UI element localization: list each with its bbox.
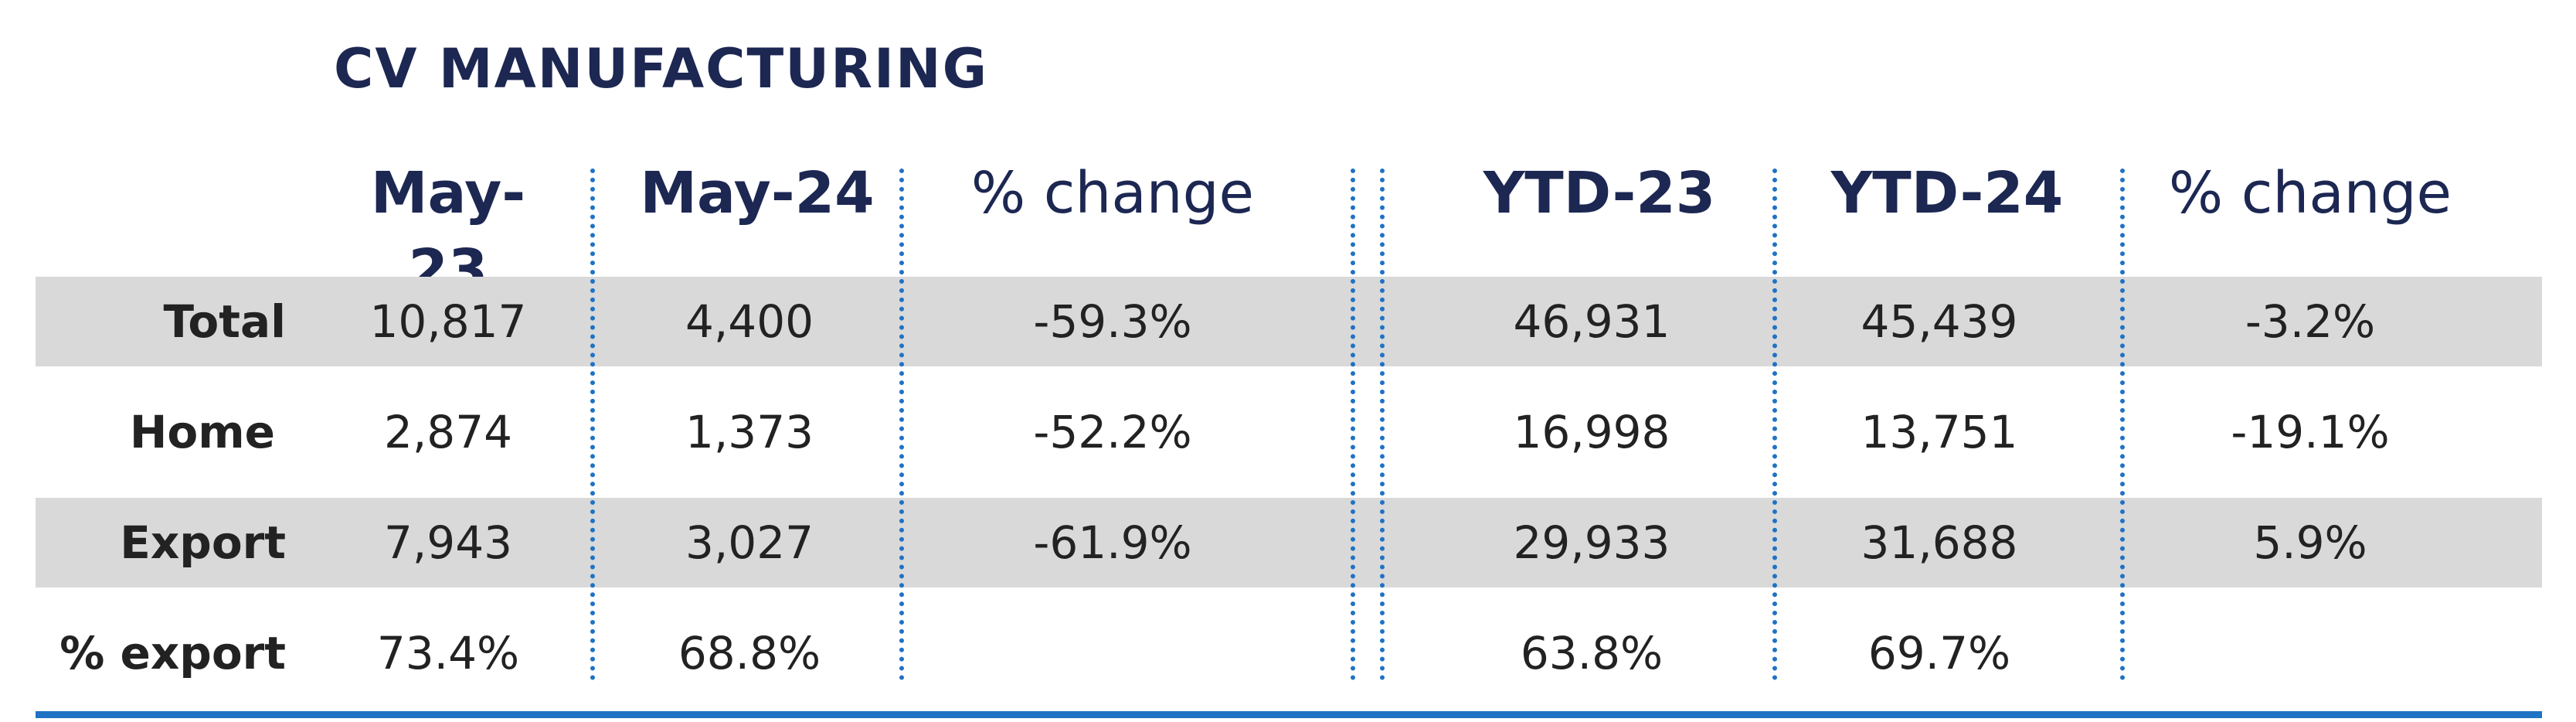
row-label: % export — [59, 627, 286, 679]
header-ytd-24: YTD-24 — [1830, 160, 2064, 226]
table-cell: 4,400 — [685, 295, 814, 348]
table-cell: 29,933 — [1513, 516, 1670, 569]
table-cell — [935, 608, 1290, 698]
table-cell: 7,943 — [383, 516, 513, 569]
table-cell: 10,817 — [369, 295, 527, 348]
table-cell: 16,998 — [1513, 406, 1670, 458]
table-cell: 2,874 — [383, 406, 513, 458]
table-cell: 5.9% — [2253, 516, 2367, 569]
table-cell: 46,931 — [1513, 295, 1670, 348]
table-cell: 13,751 — [1861, 406, 2018, 458]
table-cell: -3.2% — [2245, 295, 2376, 348]
column-separator — [590, 169, 595, 680]
table-cell: 45,439 — [1861, 295, 2018, 348]
table-cell: -59.3% — [1033, 295, 1192, 348]
table-cell: 73.4% — [376, 627, 520, 679]
header-may-23: May-23 — [370, 160, 526, 304]
table-cell: 69.7% — [1867, 627, 2011, 679]
table-cell: -52.2% — [1033, 406, 1192, 458]
table-title: CV MANUFACTURING — [334, 37, 989, 100]
column-separator — [899, 169, 904, 680]
header-may-24: May-24 — [640, 160, 875, 226]
header-pct-change-ytd: % change — [2168, 160, 2452, 226]
table-cell: 3,027 — [685, 516, 814, 569]
table-cell: 1,373 — [685, 406, 814, 458]
column-separator — [1772, 169, 1777, 680]
table-cell: 68.8% — [678, 627, 821, 679]
table-cell: -19.1% — [2231, 406, 2390, 458]
header-pct-change-month: % change — [970, 160, 1255, 226]
column-separator — [2120, 169, 2125, 680]
table-cell — [2133, 608, 2488, 698]
table-cell: -61.9% — [1033, 516, 1192, 569]
table-cell: 63.8% — [1520, 627, 1664, 679]
row-label: Export — [120, 516, 286, 569]
table-cell: 31,688 — [1861, 516, 2018, 569]
header-ytd-23: YTD-23 — [1483, 160, 1716, 226]
column-separator — [1380, 169, 1385, 680]
row-label: Total — [163, 295, 286, 348]
column-separator — [1351, 169, 1355, 680]
row-label: Home — [129, 406, 275, 458]
bottom-rule — [36, 711, 2542, 718]
